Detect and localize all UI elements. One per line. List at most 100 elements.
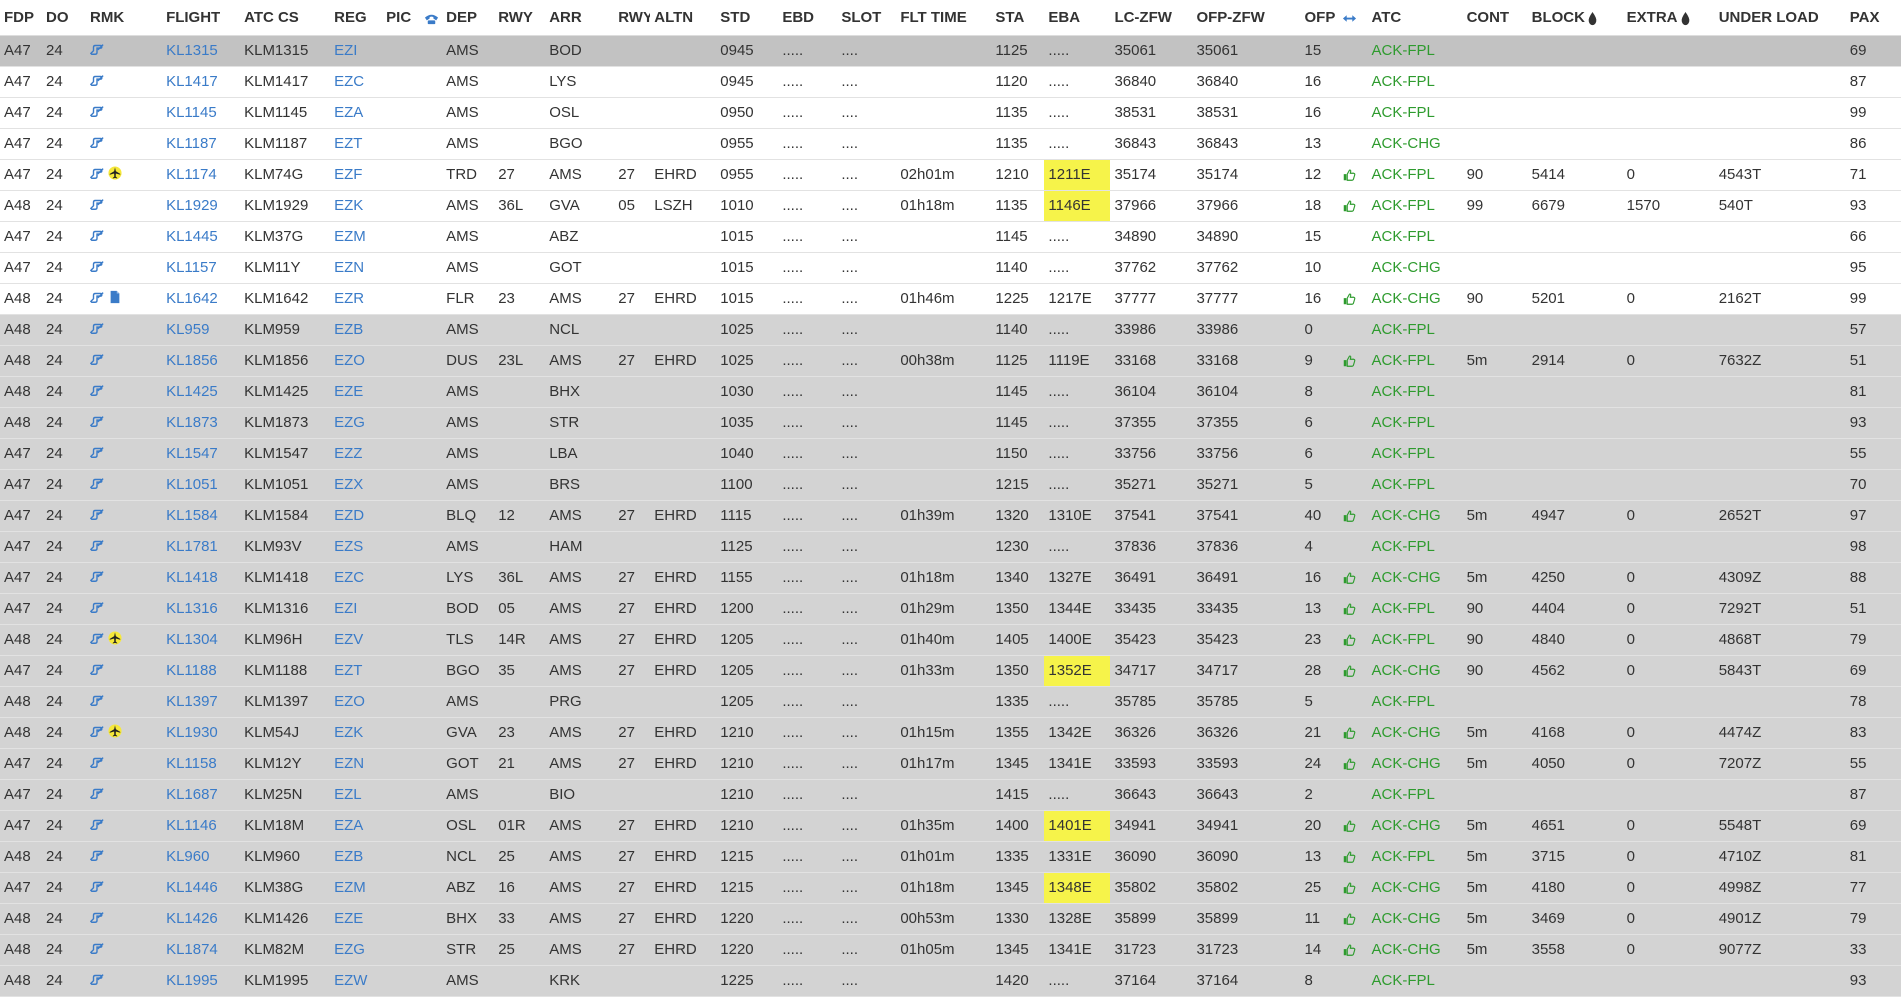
cell-reg[interactable]: EZV	[330, 624, 383, 656]
aircraft-icon[interactable]	[108, 723, 122, 738]
col-atc-cs[interactable]: ATC CS	[240, 0, 331, 36]
cell-flight[interactable]: KL1188	[162, 655, 241, 687]
edit-hand-icon[interactable]	[90, 786, 104, 800]
cell-flight[interactable]: KL1995	[162, 965, 241, 997]
col-flight[interactable]: FLIGHT	[162, 0, 241, 36]
cell-flight[interactable]: KL1158	[162, 748, 241, 780]
cell-flight[interactable]: KL1873	[162, 407, 241, 439]
col-ofp[interactable]: OFP	[1300, 0, 1338, 36]
edit-hand-icon[interactable]	[90, 414, 104, 428]
col-pax[interactable]: PAX	[1845, 0, 1901, 36]
edit-hand-icon[interactable]	[90, 383, 104, 397]
cell-flight[interactable]: KL1417	[162, 66, 241, 98]
cell-flight[interactable]: KL1174	[162, 159, 241, 191]
table-row[interactable]: A48 24 KL960 KLM960 EZB NCL 25 AMS 27 EHRD 1215...…	[0, 841, 1901, 873]
table-row[interactable]: A47 24 KL1584 KLM1584 EZD BLQ 12 AMS 27 EHRD 1115.…	[0, 500, 1901, 532]
cell-reg[interactable]: EZW	[330, 965, 383, 997]
edit-hand-icon[interactable]	[90, 538, 104, 552]
thumbs-up-icon[interactable]	[1342, 850, 1356, 864]
cell-ok[interactable]	[1337, 190, 1368, 222]
thumbs-up-icon[interactable]	[1342, 819, 1356, 833]
cell-reg[interactable]: EZB	[330, 314, 383, 346]
col-std[interactable]: STD	[716, 0, 779, 36]
cell-ok[interactable]	[1337, 500, 1368, 532]
table-row[interactable]: A47 24 KL1445 KLM37G EZM AMS ABZ 1015......... 1…	[0, 221, 1901, 253]
cell-ok[interactable]	[1337, 934, 1368, 966]
col-arr-rwy[interactable]: RWY	[614, 0, 651, 36]
cell-flight[interactable]: KL1547	[162, 438, 241, 470]
thumbs-up-icon[interactable]	[1342, 354, 1356, 368]
edit-hand-icon[interactable]	[90, 569, 104, 583]
cell-flight[interactable]: KL1446	[162, 872, 241, 904]
edit-hand-icon[interactable]	[90, 755, 104, 769]
cell-reg[interactable]: EZI	[330, 35, 383, 67]
table-row[interactable]: A47 24 KL1781 KLM93V EZS AMS HAM 1125......... 1…	[0, 531, 1901, 563]
thumbs-up-icon[interactable]	[1342, 726, 1356, 740]
cell-reg[interactable]: EZC	[330, 562, 383, 594]
cell-reg[interactable]: EZG	[330, 407, 383, 439]
cell-ok[interactable]	[1337, 159, 1368, 191]
table-row[interactable]: A48 24 KL1856 KLM1856 EZO DUS 23L AMS 27 EHRD 1025…	[0, 345, 1901, 377]
edit-hand-icon[interactable]	[90, 259, 104, 273]
cell-flight[interactable]: KL1687	[162, 779, 241, 811]
col-sta[interactable]: STA	[991, 0, 1045, 36]
col-block[interactable]: BLOCK	[1527, 0, 1623, 36]
thumbs-up-icon[interactable]	[1342, 571, 1356, 585]
cell-flight[interactable]: KL1051	[162, 469, 241, 501]
aircraft-icon[interactable]	[108, 165, 122, 180]
table-row[interactable]: A47 24 KL1146 KLM18M EZA OSL 01R AMS 27 EHRD 1210.…	[0, 810, 1901, 842]
table-row[interactable]: A48 24 KL1874 KLM82M EZG STR 25 AMS 27 EHRD 1220..…	[0, 934, 1901, 966]
cell-reg[interactable]: EZT	[330, 128, 383, 160]
cell-reg[interactable]: EZL	[330, 779, 383, 811]
cell-flight[interactable]: KL1426	[162, 903, 241, 935]
col-pic[interactable]: PIC	[382, 0, 421, 36]
col-ofp-zfw[interactable]: OFP-ZFW	[1192, 0, 1301, 36]
cell-reg[interactable]: EZM	[330, 221, 383, 253]
cell-reg[interactable]: EZE	[330, 903, 383, 935]
edit-hand-icon[interactable]	[90, 445, 104, 459]
cell-reg[interactable]: EZF	[330, 159, 383, 191]
cell-reg[interactable]: EZA	[330, 810, 383, 842]
cell-flight[interactable]: KL1874	[162, 934, 241, 966]
col-rmk[interactable]: RMK	[86, 0, 163, 36]
table-row[interactable]: A48 24 KL1425 KLM1425 EZE AMS BHX 1030.........…	[0, 376, 1901, 408]
table-row[interactable]: A47 24 KL1418 KLM1418 EZC LYS 36L AMS 27 EHRD 1155…	[0, 562, 1901, 594]
cell-reg[interactable]: EZA	[330, 97, 383, 129]
edit-hand-icon[interactable]	[90, 910, 104, 924]
edit-hand-icon[interactable]	[90, 73, 104, 87]
document-icon[interactable]	[108, 290, 122, 304]
table-row[interactable]: A48 24 KL1642 KLM1642 EZR FLR 23 AMS 27 EHRD 1015.…	[0, 283, 1901, 315]
table-row[interactable]: A47 24 KL1316 KLM1316 EZI BOD 05 AMS 27 EHRD 1200.…	[0, 593, 1901, 625]
col-under-load[interactable]: UNDER LOAD	[1714, 0, 1846, 36]
edit-hand-icon[interactable]	[90, 321, 104, 335]
edit-hand-icon[interactable]	[90, 817, 104, 831]
edit-hand-icon[interactable]	[90, 972, 104, 986]
cell-reg[interactable]: EZB	[330, 841, 383, 873]
col-reg[interactable]: REG	[330, 0, 383, 36]
table-row[interactable]: A47 24 KL1547 KLM1547 EZZ AMS LBA 1040.........…	[0, 438, 1901, 470]
table-row[interactable]: A48 24 KL1397 KLM1397 EZO AMS PRG 1205.........…	[0, 686, 1901, 718]
col-dep-rwy[interactable]: RWY	[494, 0, 546, 36]
table-row[interactable]: A48 24 KL1426 KLM1426 EZE BHX 33 AMS 27 EHRD 1220.…	[0, 903, 1901, 935]
cell-reg[interactable]: EZO	[330, 686, 383, 718]
table-row[interactable]: A48 24 KL1873 KLM1873 EZG AMS STR 1035.........…	[0, 407, 1901, 439]
cell-reg[interactable]: EZC	[330, 66, 383, 98]
thumbs-up-icon[interactable]	[1342, 881, 1356, 895]
edit-hand-icon[interactable]	[90, 228, 104, 242]
cell-ok[interactable]	[1337, 810, 1368, 842]
cell-reg[interactable]: EZI	[330, 593, 383, 625]
thumbs-up-icon[interactable]	[1342, 633, 1356, 647]
col-arr[interactable]: ARR	[545, 0, 615, 36]
cell-ok[interactable]	[1337, 872, 1368, 904]
cell-flight[interactable]: KL1146	[162, 810, 241, 842]
col-atc[interactable]: ATC	[1367, 0, 1463, 36]
table-row[interactable]: A47 24 KL1158 KLM12Y EZN GOT 21 AMS 27 EHRD 1210..…	[0, 748, 1901, 780]
edit-hand-icon[interactable]	[90, 693, 104, 707]
cell-reg[interactable]: EZK	[330, 717, 383, 749]
table-row[interactable]: A47 24 KL1187 KLM1187 EZT AMS BGO 0955.........…	[0, 128, 1901, 160]
col-cont[interactable]: CONT	[1462, 0, 1528, 36]
cell-flight[interactable]: KL1145	[162, 97, 241, 129]
col-altn[interactable]: ALTN	[650, 0, 717, 36]
cell-flight[interactable]: KL1642	[162, 283, 241, 315]
cell-flight[interactable]: KL1315	[162, 35, 241, 67]
